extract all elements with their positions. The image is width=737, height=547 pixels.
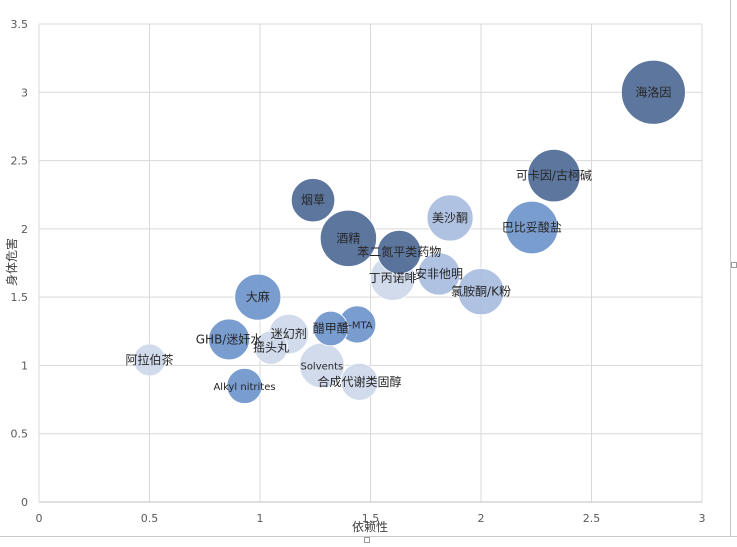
bubble-label: 氯胺酮/K粉 xyxy=(451,285,511,299)
bubble[interactable] xyxy=(377,229,422,275)
resize-handle-bottom[interactable] xyxy=(364,537,370,543)
bubbles xyxy=(133,59,686,404)
bubble-label: GHB/迷奸水 xyxy=(196,332,263,346)
y-tick-label: 2.5 xyxy=(11,155,29,168)
x-tick-label: 3 xyxy=(699,512,706,525)
bubble[interactable] xyxy=(226,367,263,404)
bubble-label: 醋甲酯 xyxy=(313,321,349,336)
x-tick-label: 2 xyxy=(478,512,485,525)
x-tick-label: 1.5 xyxy=(362,512,380,525)
bubble-label: 摇头丸 xyxy=(253,341,289,355)
y-axis-label: 身体危害 xyxy=(4,238,19,286)
y-tick-label: 0.5 xyxy=(11,428,29,441)
bubble[interactable] xyxy=(505,200,559,255)
x-axis-label: 依赖性 xyxy=(352,519,388,534)
bubble-label: 4-MTA xyxy=(342,320,373,331)
bubble-label: 苯二氮平类药物 xyxy=(357,244,441,259)
bubble[interactable] xyxy=(208,318,250,361)
x-tick-label: 2.5 xyxy=(583,512,601,525)
x-tick-label: 0 xyxy=(36,512,43,525)
bubble-label: 安非他明 xyxy=(415,266,463,281)
tick-labels: 0 0.5 1 1.5 2 2.5 3 0 0.5 1 1.5 2 2.5 3 3.5 xyxy=(11,18,706,525)
bubble[interactable] xyxy=(313,310,349,347)
bubble[interactable] xyxy=(620,59,686,125)
y-tick-label: 1.5 xyxy=(11,291,29,304)
bubble[interactable] xyxy=(457,268,505,316)
bubble[interactable] xyxy=(417,252,461,296)
bubble-label: 巴比妥酸盐 xyxy=(502,219,562,234)
bubble-label: Alkyl nitrites xyxy=(213,382,275,393)
bubble[interactable] xyxy=(527,148,581,203)
y-tick-label: 1 xyxy=(21,359,28,372)
bubble[interactable] xyxy=(254,330,289,365)
bubble-label: 合成代谢类固醇 xyxy=(317,374,401,389)
x-tick-label: 0.5 xyxy=(141,512,159,525)
axes xyxy=(38,24,702,503)
bubble-label: 丁丙诺啡 xyxy=(369,271,417,285)
bubble-label: 酒精 xyxy=(336,231,360,245)
bubble-label: Solvents xyxy=(300,361,343,372)
bubble-label: 阿拉伯茶 xyxy=(125,352,173,367)
bubble[interactable] xyxy=(234,273,282,321)
bubble-label: 可卡因/古柯碱 xyxy=(516,168,592,183)
bubble-label: 迷幻剂 xyxy=(271,326,307,341)
bubble[interactable] xyxy=(426,194,474,242)
bubble[interactable] xyxy=(133,343,166,377)
bubble-label: 海洛因 xyxy=(635,84,671,99)
bubble-label: 烟草 xyxy=(301,193,325,207)
y-tick-label: 0 xyxy=(21,496,28,509)
gridlines xyxy=(39,23,703,502)
y-tick-label: 3.5 xyxy=(11,18,29,31)
bubble[interactable] xyxy=(340,362,379,401)
bubble[interactable] xyxy=(319,209,377,267)
y-tick-label: 3 xyxy=(21,86,28,99)
y-tick-label: 2 xyxy=(21,223,28,236)
resize-handle-right[interactable] xyxy=(731,262,737,268)
chart-border-right xyxy=(730,0,737,543)
x-tick-label: 1 xyxy=(257,512,264,525)
bubble-label: 美沙酮 xyxy=(432,211,468,225)
bubble-label: 大麻 xyxy=(246,289,270,304)
bubble[interactable] xyxy=(290,178,336,223)
